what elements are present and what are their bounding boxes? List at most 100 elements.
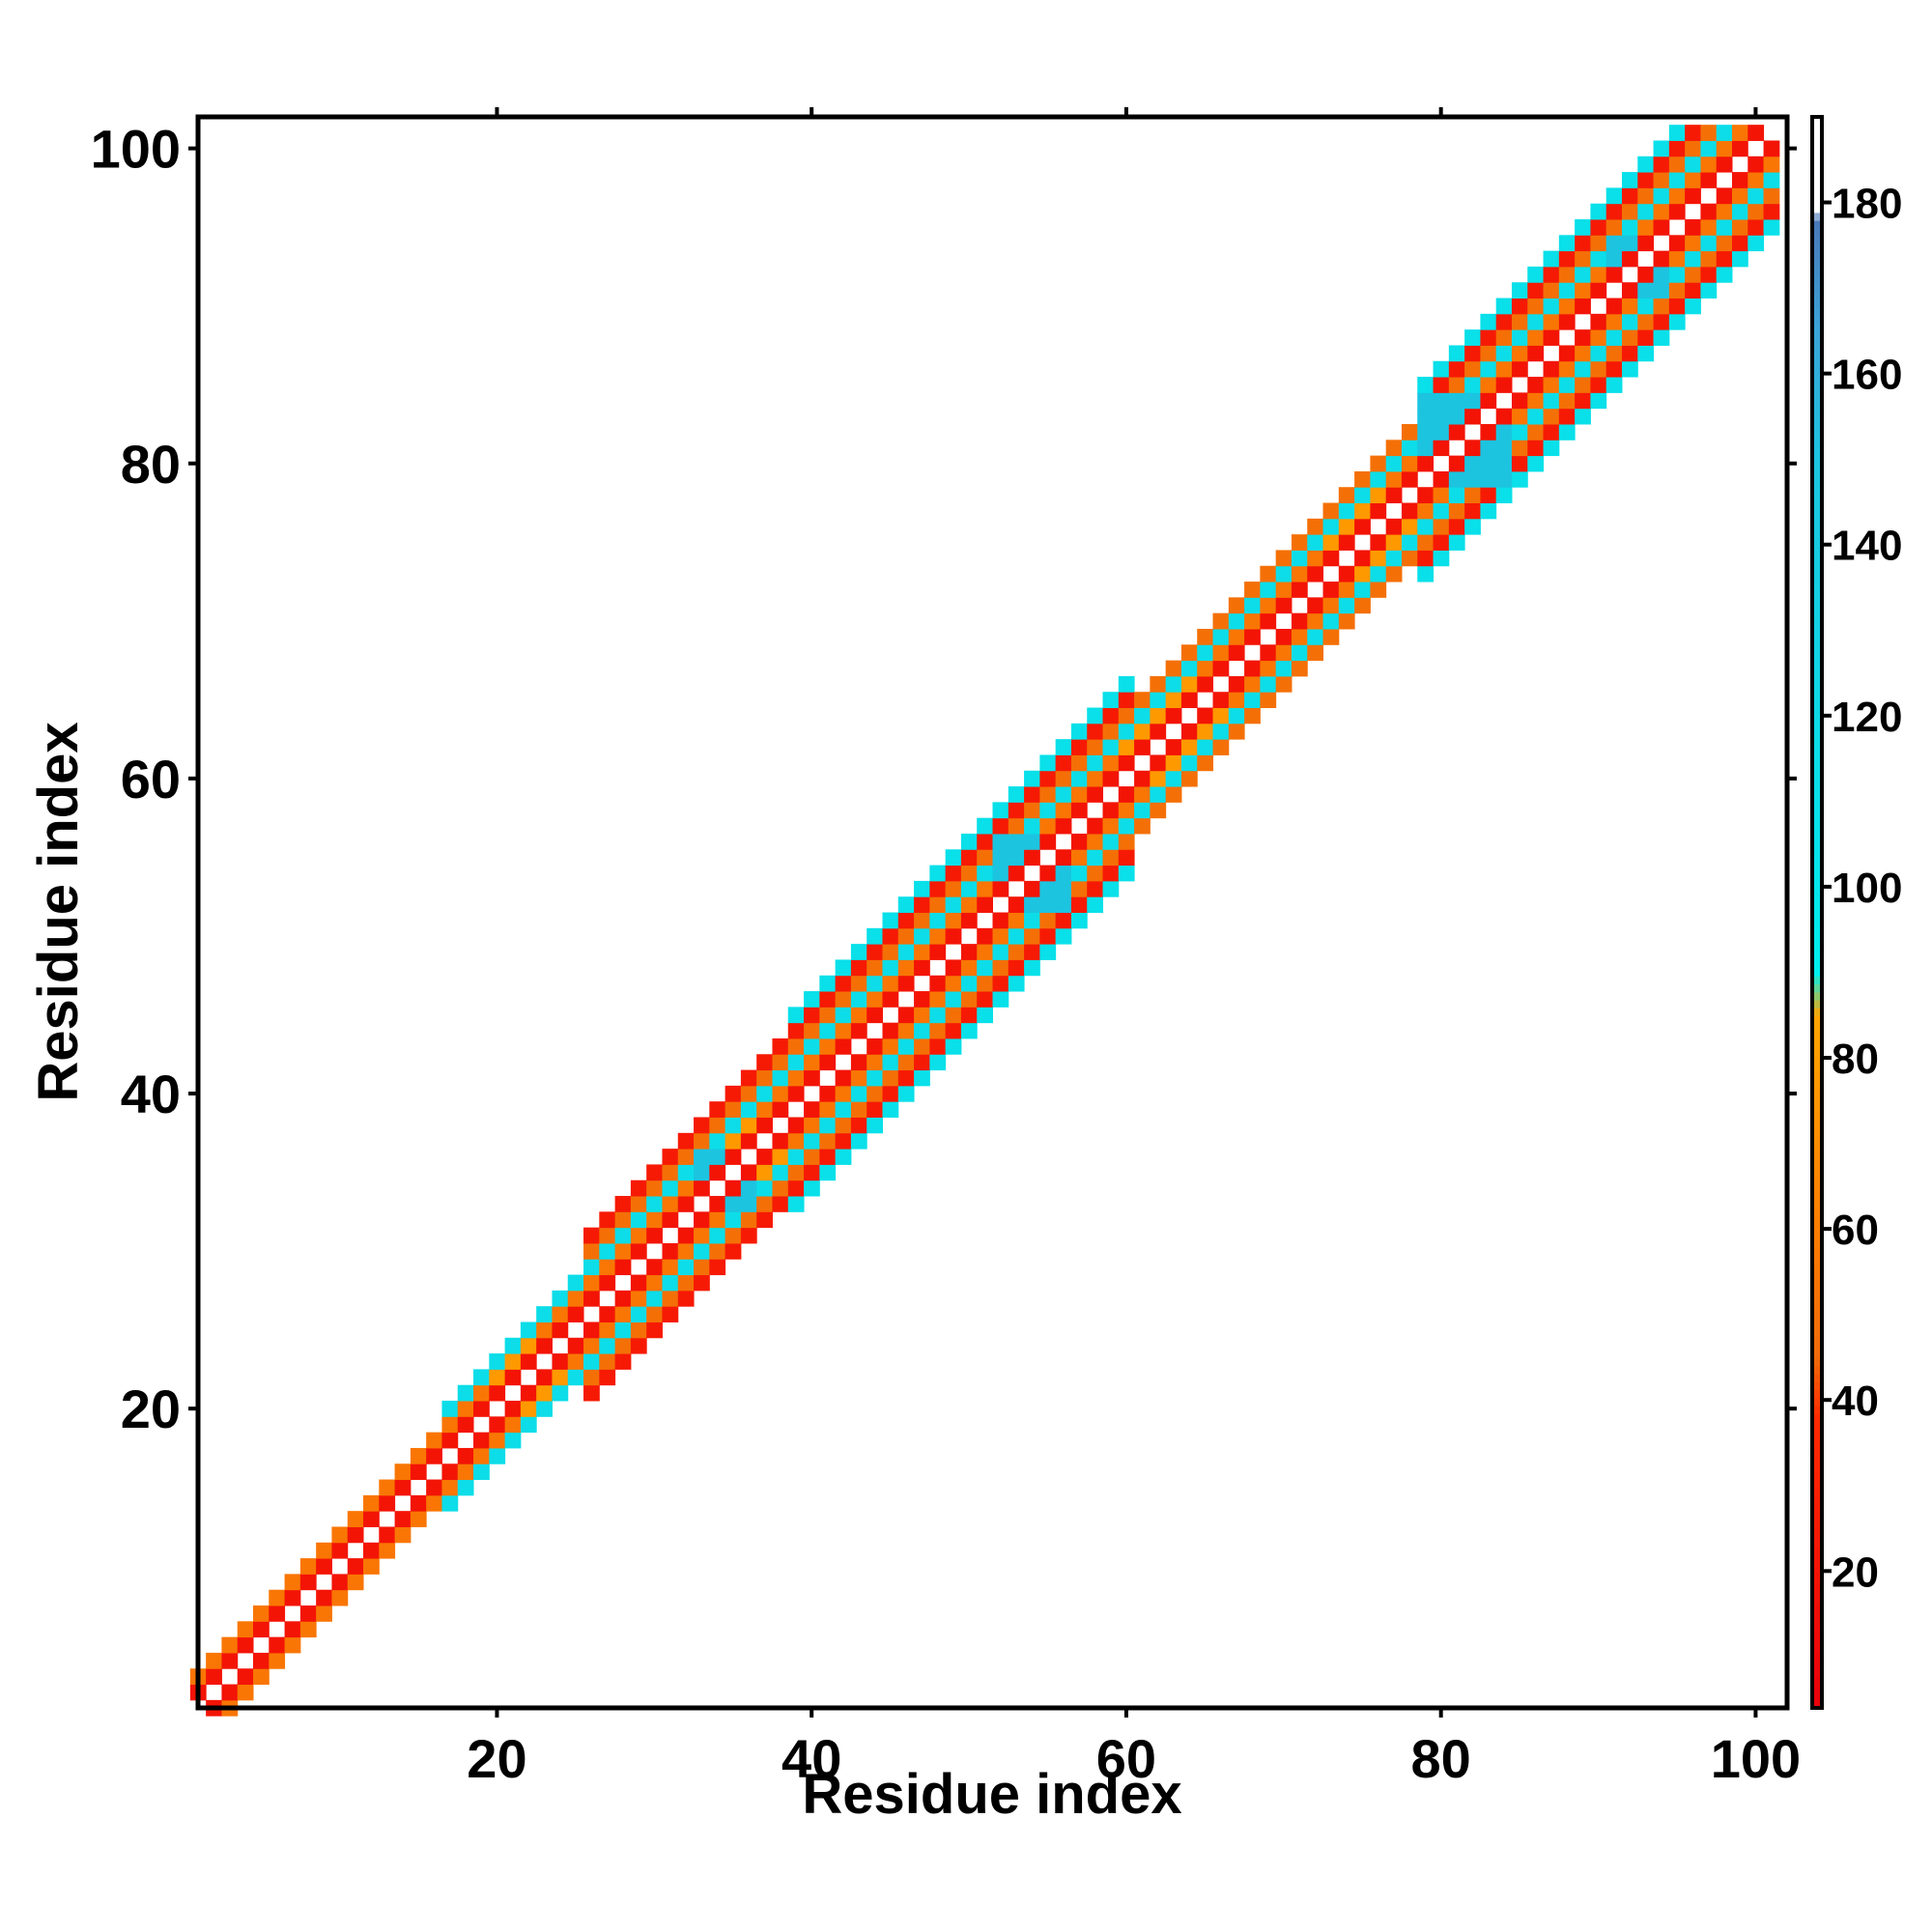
colorbar-segment (1812, 721, 1822, 730)
heatmap-cell (1543, 392, 1560, 410)
heatmap-cell (520, 1416, 537, 1434)
heatmap-cell (567, 1353, 584, 1370)
heatmap-cell (347, 1558, 364, 1575)
heatmap-cell (473, 1432, 490, 1449)
colorbar-segment (1812, 824, 1822, 834)
heatmap-cell (583, 1321, 600, 1339)
colorbar-segment (1812, 1143, 1822, 1152)
heatmap-cell (646, 1179, 663, 1197)
heatmap-cell (567, 1369, 584, 1386)
colorbar-segment (1812, 1262, 1822, 1271)
heatmap-cell (694, 1132, 710, 1150)
heatmap-cell (1590, 282, 1607, 299)
heatmap-cell (1118, 849, 1135, 867)
heatmap-cell (1275, 550, 1293, 567)
heatmap-cell (662, 1211, 679, 1229)
heatmap-cell (1480, 502, 1497, 520)
colorbar-segment (1812, 1357, 1822, 1367)
heatmap-cell (1228, 644, 1245, 662)
heatmap-cell (929, 991, 947, 1008)
heatmap-cell (694, 1242, 710, 1260)
heatmap-cell (1291, 612, 1308, 630)
heatmap-cell (1180, 675, 1198, 693)
heatmap-cell (1134, 707, 1151, 724)
heatmap-cell (1605, 298, 1623, 315)
heatmap-cell (1480, 423, 1497, 440)
heatmap-cell (1558, 298, 1576, 315)
heatmap-cell (677, 1242, 695, 1260)
heatmap-cell (787, 1117, 805, 1134)
heatmap-cell (284, 1589, 301, 1606)
heatmap-cell (787, 1007, 805, 1024)
heatmap-cell (1370, 502, 1387, 520)
heatmap-cell (1653, 219, 1670, 236)
heatmap-cell (677, 1259, 695, 1276)
heatmap-cell (992, 944, 1009, 960)
heatmap-cell (1180, 739, 1198, 755)
heatmap-cell (1495, 440, 1513, 457)
colorbar-segment (1812, 1325, 1822, 1335)
heatmap-cell (772, 1085, 789, 1102)
heatmap-cell (945, 959, 962, 977)
heatmap-cell (410, 1463, 427, 1481)
heatmap-cell (1511, 360, 1528, 378)
heatmap-cell (1260, 660, 1277, 677)
heatmap-cell (1180, 660, 1198, 677)
colorbar-segment (1812, 435, 1822, 444)
heatmap-cell (1165, 770, 1182, 787)
heatmap-cell (1637, 266, 1655, 283)
heatmap-cell (1102, 739, 1120, 755)
colorbar-tick-label: 140 (1832, 523, 1902, 570)
heatmap-cell (1527, 377, 1545, 393)
colorbar-segment (1812, 482, 1822, 492)
colorbar-segment (1812, 467, 1822, 476)
heatmap-cell (457, 1401, 474, 1417)
heatmap-cell (740, 1085, 757, 1102)
heatmap-cell (740, 1227, 757, 1244)
heatmap-cell (929, 1022, 947, 1039)
heatmap-cell (1716, 125, 1733, 141)
heatmap-cell (1763, 187, 1780, 205)
heatmap-cell (473, 1401, 490, 1417)
heatmap-cell (850, 1132, 867, 1150)
heatmap-cell (929, 975, 947, 992)
heatmap-cell (1008, 849, 1025, 867)
colorbar-segment (1812, 1548, 1822, 1558)
colorbar-segment (1812, 753, 1822, 762)
heatmap-cell (1433, 550, 1450, 567)
heatmap-cell (599, 1227, 616, 1244)
heatmap-cell (977, 927, 993, 945)
heatmap-cell (614, 1259, 632, 1276)
heatmap-cell (1275, 565, 1293, 582)
heatmap-cell (316, 1558, 332, 1575)
heatmap-cell (646, 1227, 663, 1244)
heatmap-cell (1433, 423, 1450, 440)
heatmap-cell (1134, 786, 1151, 803)
heatmap-cell (1433, 408, 1450, 425)
colorbar-segment (1812, 1684, 1822, 1693)
colorbar-segment (1812, 1214, 1822, 1224)
heatmap-cell (819, 1037, 837, 1055)
heatmap-cell (1150, 707, 1167, 724)
heatmap-cell (724, 1085, 742, 1102)
heatmap-cell (614, 1353, 632, 1370)
heatmap-cell (694, 1179, 710, 1197)
colorbar-segment (1812, 1635, 1822, 1645)
heatmap-cell (1087, 739, 1104, 755)
heatmap-cell (457, 1447, 474, 1464)
heatmap-cell (1575, 408, 1591, 425)
heatmap-cell (1212, 660, 1230, 677)
heatmap-cell (253, 1621, 270, 1638)
colorbar-segment (1812, 1573, 1822, 1581)
heatmap-cell (1039, 802, 1057, 819)
heatmap-cell (1102, 833, 1120, 850)
colorbar-segment (1812, 1453, 1822, 1463)
colorbar-segment (1812, 506, 1822, 516)
colorbar-segment (1812, 1158, 1822, 1168)
heatmap-cell (819, 1054, 837, 1071)
heatmap-cell (1716, 140, 1733, 157)
heatmap-cell (614, 1196, 632, 1212)
heatmap-cell (945, 991, 962, 1008)
colorbar-segment (1812, 1517, 1822, 1526)
heatmap-cell (504, 1337, 522, 1354)
